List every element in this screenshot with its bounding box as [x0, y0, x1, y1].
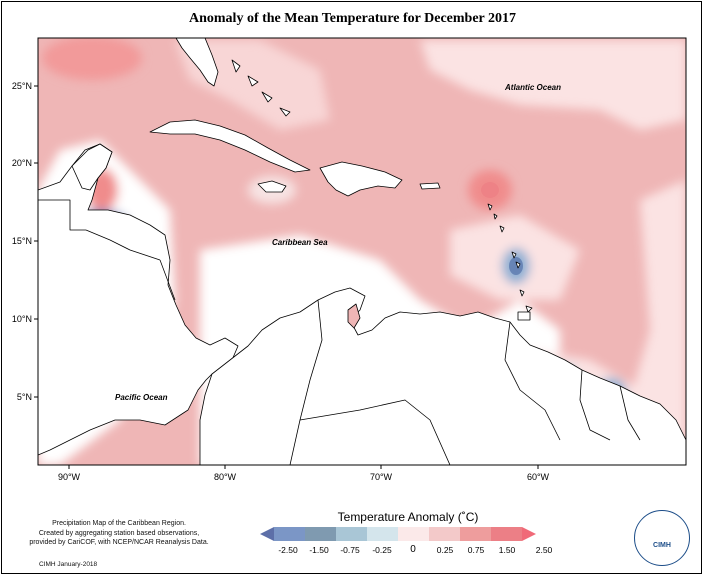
label-pacific-ocean: Pacific Ocean	[115, 393, 168, 402]
lat-label: 10°N	[12, 314, 32, 324]
anomaly-leewards-core	[481, 182, 499, 198]
anomaly-east-light	[630, 180, 686, 465]
legend-colorbar	[260, 527, 536, 541]
land-cuba	[149, 119, 311, 173]
legend-tick-label: -0.25	[372, 545, 392, 555]
legend-swatch	[336, 527, 367, 541]
land-trinidad	[517, 311, 531, 321]
credit-line: provided by CariCOF, with NCEP/NCAR Rean…	[29, 539, 209, 546]
border-honduras	[85, 229, 161, 261]
land-jamaica	[257, 180, 287, 193]
land-florida	[175, 38, 219, 87]
legend-tick-label: -2.50	[278, 545, 298, 555]
lat-label: 25°N	[12, 81, 32, 91]
lat-label: 5°N	[17, 392, 32, 402]
legend-tick-label: 2.50	[535, 545, 553, 555]
legend-arrow-right	[522, 527, 536, 541]
legend-swatch	[367, 527, 398, 541]
anomaly-stvincent-core	[509, 257, 523, 275]
plot-frame	[37, 37, 687, 466]
legend-swatch	[429, 527, 460, 541]
coastlines	[38, 38, 686, 465]
land-lesser-antilles	[487, 203, 533, 313]
border-french-guiana	[619, 385, 641, 441]
legend-tick-label: 1.50	[498, 545, 516, 555]
legend-swatch	[398, 527, 429, 541]
border-colombia-venezuela	[289, 299, 323, 465]
logo-text: CIMH	[653, 542, 671, 549]
lon-label: 70°W	[370, 472, 393, 482]
legend-swatch	[274, 527, 305, 541]
legend-tick-label: 0.75	[467, 545, 485, 555]
anomaly-atlantic-light	[420, 40, 686, 130]
legend-tick-label: -0.75	[340, 545, 360, 555]
legend-swatch	[305, 527, 336, 541]
anomaly-gulf-warm	[42, 38, 142, 80]
legend-swatch	[491, 527, 522, 541]
label-atlantic-ocean: Atlantic Ocean	[504, 83, 561, 92]
border-suriname	[579, 369, 611, 441]
label-caribbean-sea: Caribbean Sea	[272, 238, 328, 247]
legend-tick-label: -1.50	[309, 545, 329, 555]
place-labels: Atlantic Ocean Caribbean Sea Pacific Oce…	[115, 83, 561, 402]
land-hispaniola	[319, 161, 403, 197]
border-venezuela-brazil	[299, 399, 451, 465]
lat-ticks	[34, 85, 38, 398]
lon-label: 80°W	[214, 472, 237, 482]
lon-label: 90°W	[58, 472, 81, 482]
land-yucatan	[71, 143, 113, 191]
credit-text: Precipitation Map of the Caribbean Regio…	[14, 519, 224, 548]
legend-swatch	[460, 527, 491, 541]
border-nicaragua	[159, 259, 176, 301]
border-guyana	[504, 321, 561, 441]
map-title: Anomaly of the Mean Temperature for Dece…	[189, 11, 516, 26]
legend-tick-label: 0.25	[436, 545, 454, 555]
credit-line: Precipitation Map of the Caribbean Regio…	[52, 520, 186, 527]
lon-labels: 90°W 80°W 70°W 60°W	[58, 472, 550, 482]
legend-arrow-left	[260, 527, 274, 541]
lake-maracaibo	[347, 303, 361, 329]
land-puerto-rico	[419, 182, 441, 190]
legend-title: Temperature Anomaly (˚C)	[337, 510, 479, 524]
credit-footer: CIMH January-2018	[39, 561, 98, 568]
lat-label: 20°N	[12, 158, 32, 168]
land-bahamas	[231, 59, 291, 117]
cimh-logo: CIMH	[634, 510, 690, 566]
lat-labels: 25°N 20°N 15°N 10°N 5°N	[12, 81, 32, 402]
credit-line: Created by aggregating station based obs…	[38, 529, 200, 537]
border-guatemala	[38, 199, 86, 231]
lon-label: 60°W	[527, 472, 550, 482]
legend-tick-label: 0	[410, 544, 416, 555]
lat-label: 15°N	[12, 236, 32, 246]
lon-ticks	[68, 465, 539, 469]
